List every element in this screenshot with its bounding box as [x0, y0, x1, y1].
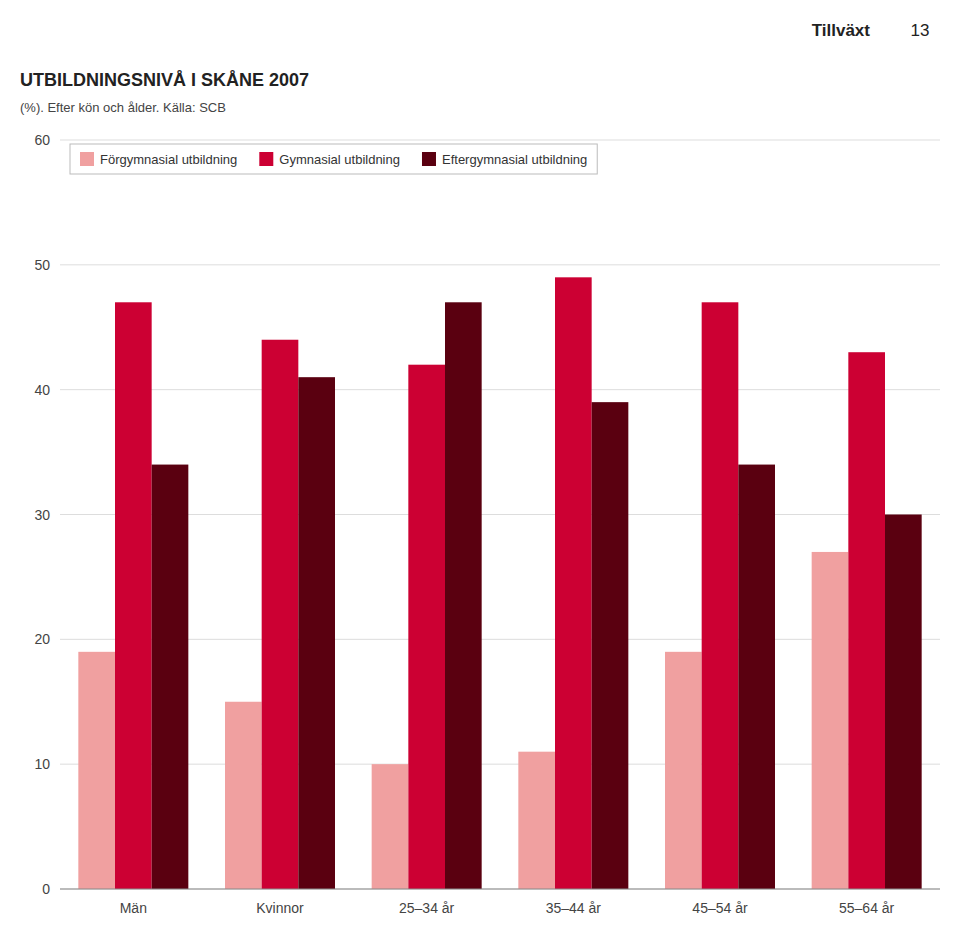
- y-tick-label: 30: [34, 507, 50, 523]
- grid-line: [60, 639, 940, 640]
- grid-line: [60, 389, 940, 390]
- bar: [812, 552, 849, 889]
- bar: [518, 752, 555, 889]
- bar: [592, 402, 629, 889]
- bar: [78, 652, 115, 889]
- bars: [78, 277, 921, 889]
- chart-svg: Tillväxt 13 UTBILDNINGSNIVÅ I SKÅNE 2007 (%…: [0, 0, 960, 939]
- title: UTBILDNINGSNIVÅ I SKÅNE 2007: [20, 70, 309, 90]
- grid-line: [60, 514, 940, 515]
- bar: [115, 302, 152, 889]
- legend-label: Eftergymnasial utbildning: [442, 152, 587, 167]
- x-axis-line: [60, 889, 940, 890]
- y-tick-label: 50: [34, 257, 50, 273]
- subtitle: (%). Efter kön och ålder. Källa: SCB: [20, 100, 226, 115]
- bar: [665, 652, 702, 889]
- legend-swatch: [422, 152, 436, 166]
- legend-swatch: [80, 152, 94, 166]
- y-tick-label: 60: [34, 132, 50, 148]
- bar: [445, 302, 482, 889]
- y-tick-label: 20: [34, 631, 50, 647]
- grid-line: [60, 889, 940, 890]
- bar: [372, 764, 409, 889]
- bar: [555, 277, 592, 889]
- bar: [738, 465, 775, 889]
- grid-line: [60, 264, 940, 265]
- legend-frame: [70, 144, 597, 174]
- chart-root: Tillväxt 13 UTBILDNINGSNIVÅ I SKÅNE 2007 (%…: [0, 0, 960, 939]
- legend-label: Förgymnasial utbildning: [100, 152, 237, 167]
- legend: Förgymnasial utbildning Gymnasial utbildn…: [70, 144, 597, 174]
- x-tick-label: Män: [120, 900, 147, 916]
- bar: [262, 340, 299, 889]
- x-tick-label: 45–54 år: [692, 900, 748, 916]
- bar: [225, 702, 262, 889]
- legend-label: Gymnasial utbildning: [279, 152, 400, 167]
- y-tick-label: 10: [34, 756, 50, 772]
- x-tick-label: Kvinnor: [256, 900, 304, 916]
- bar: [408, 365, 445, 889]
- bar: [885, 515, 922, 890]
- bar: [848, 352, 885, 889]
- bar: [298, 377, 335, 889]
- grid-line: [60, 764, 940, 765]
- header-number: 13: [911, 21, 930, 40]
- y-tick-label: 40: [34, 382, 50, 398]
- grid: [60, 140, 940, 889]
- grid-line: [60, 140, 940, 141]
- x-tick-label: 25–34 år: [399, 900, 455, 916]
- bar: [152, 465, 189, 889]
- x-tick-label: 55–64 år: [839, 900, 895, 916]
- bar: [702, 302, 739, 889]
- header-label: Tillväxt: [812, 21, 871, 40]
- x-tick-label: 35–44 år: [546, 900, 602, 916]
- legend-swatch: [259, 152, 273, 166]
- y-tick-label: 0: [42, 881, 50, 897]
